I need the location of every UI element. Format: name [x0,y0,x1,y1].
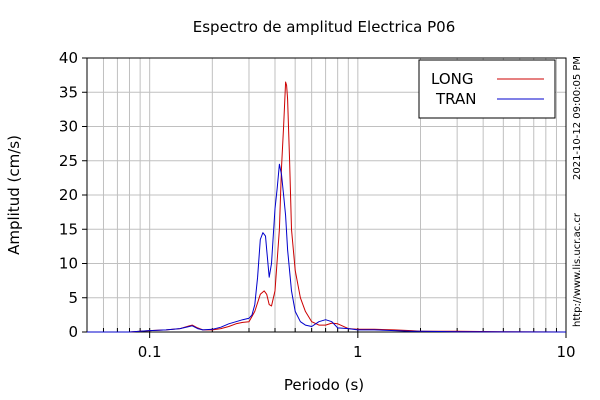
y-tick-label: 40 [59,49,78,67]
y-tick-label: 10 [59,255,78,273]
series-lines [87,81,567,333]
y-tick-label: 30 [59,118,78,136]
legend-label-long: LONG [431,70,473,88]
chart-title: Espectro de amplitud Electrica P06 [193,18,456,36]
y-tick-label: 35 [59,83,78,101]
x-tick-label: 1 [353,343,363,361]
x-axis-label: Periodo (s) [284,376,364,394]
y-axis-label: Amplitud (cm/s) [5,135,23,255]
legend-label-tran: TRAN [435,90,476,108]
x-tick-label: 0.1 [138,343,162,361]
legend-box [418,59,556,119]
y-tick-label: 5 [68,289,78,307]
timestamp-text: 2021-10-12 09:00:05 PM [572,56,583,180]
axis-ticks: 0 5 10 15 20 25 30 35 40 0.1 1 10 [59,49,576,361]
source-url-text: http://www.lis.ucr.ac.cr [572,212,583,327]
y-tick-label: 20 [59,186,78,204]
y-tick-label: 0 [68,323,78,341]
series-line-tran [87,163,567,333]
grid [86,57,566,333]
x-tick-label: 10 [556,343,575,361]
y-tick-label: 15 [59,220,78,238]
legend: LONG TRAN [418,59,556,119]
y-tick-label: 25 [59,152,78,170]
